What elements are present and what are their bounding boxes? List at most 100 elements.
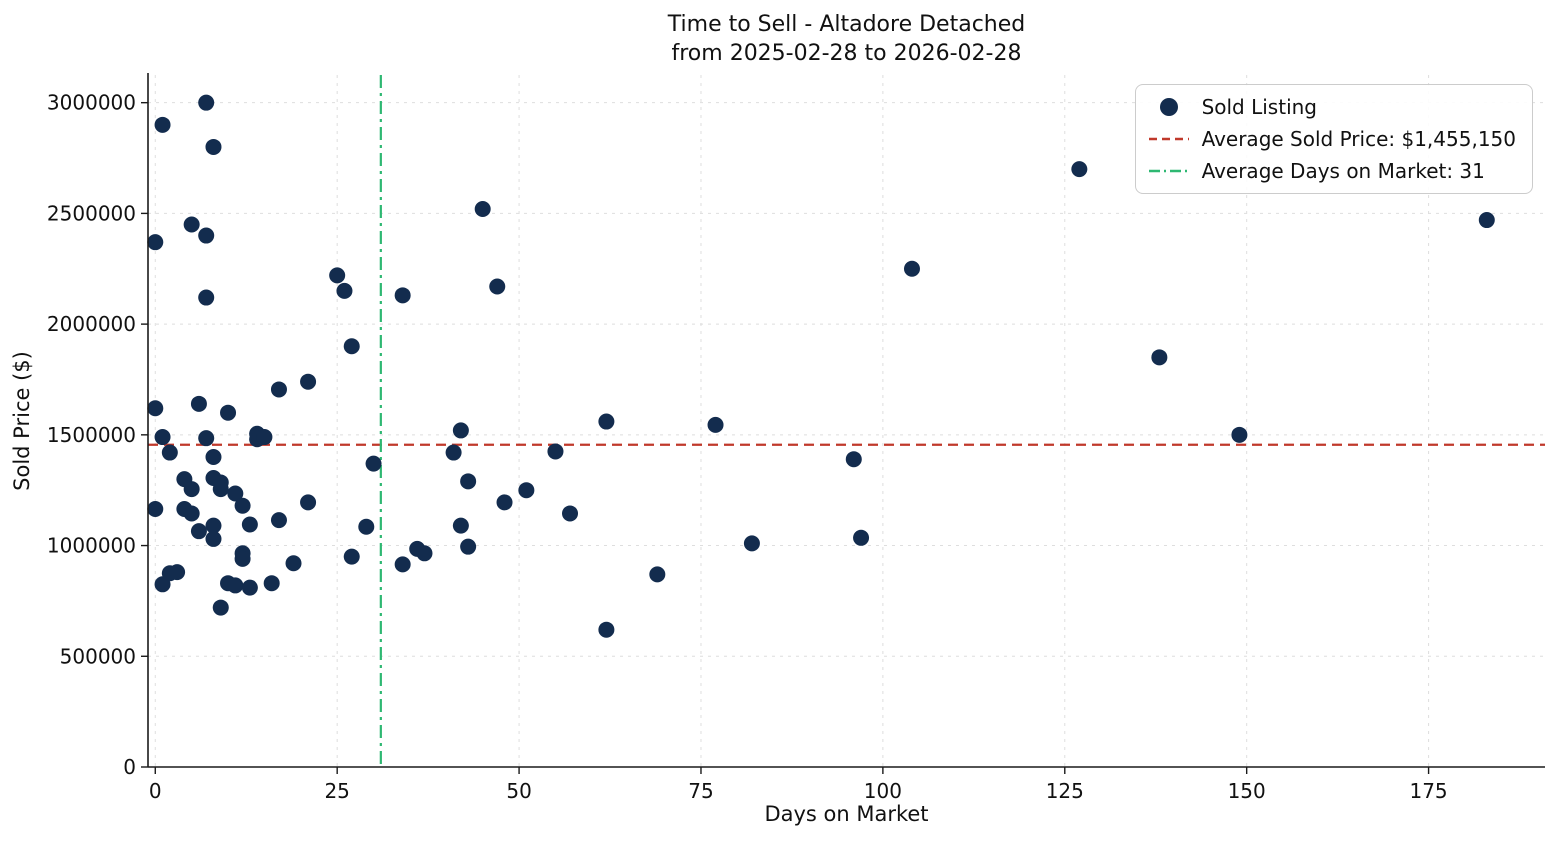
scatter-point xyxy=(220,404,237,421)
scatter-point xyxy=(460,538,477,555)
legend-entry-average-days-on-market: Average Days on Market: 31 xyxy=(1146,159,1516,183)
y-tick-label: 500000 xyxy=(60,644,136,668)
scatter-point xyxy=(198,227,215,244)
scatter-point xyxy=(263,575,280,592)
scatter-point xyxy=(154,429,171,446)
x-tick-label: 175 xyxy=(1409,779,1447,803)
chart-title-line2: from 2025-02-28 to 2026-02-28 xyxy=(671,41,1022,67)
x-axis-label: Days on Market xyxy=(764,802,929,826)
scatter-point xyxy=(190,523,207,540)
scatter-point xyxy=(205,517,222,534)
y-tick-label: 2500000 xyxy=(47,201,136,225)
scatter-point xyxy=(227,485,244,502)
y-axis-label: Sold Price ($) xyxy=(10,351,34,491)
scatter-point xyxy=(845,451,862,468)
chart-title-line1: Time to Sell - Altadore Detached xyxy=(667,12,1026,37)
scatter-point xyxy=(154,116,171,133)
scatter-point xyxy=(358,518,375,535)
scatter-point xyxy=(329,267,346,284)
scatter-point xyxy=(474,200,491,217)
dashdot-line-icon xyxy=(1148,169,1189,173)
scatter-point xyxy=(743,535,760,552)
scatter-point xyxy=(183,481,200,498)
legend-entry-average-sold-price: Average Sold Price: $1,455,150 xyxy=(1146,127,1516,151)
scatter-point xyxy=(394,556,411,573)
scatter-point xyxy=(270,512,287,529)
dashed-line-icon xyxy=(1148,137,1189,141)
scatter-point xyxy=(853,529,870,546)
scatter-point xyxy=(241,579,258,596)
scatter-point xyxy=(649,566,666,583)
x-tick-label: 100 xyxy=(864,779,902,803)
x-tick-label: 125 xyxy=(1046,779,1084,803)
scatter-point xyxy=(234,497,251,514)
scatter-point xyxy=(1478,212,1495,229)
scatter-point xyxy=(496,494,513,511)
scatter-point xyxy=(343,548,360,565)
scatter-point xyxy=(300,373,317,390)
scatter-point xyxy=(460,473,477,490)
scatter-point xyxy=(205,448,222,465)
scatter-point xyxy=(336,282,353,299)
scatter-point xyxy=(147,501,164,518)
scatter-point xyxy=(161,444,178,461)
scatter-point xyxy=(707,416,724,433)
scatter-point xyxy=(169,564,186,581)
scatter-point xyxy=(241,516,258,533)
scatter-point xyxy=(416,545,433,562)
legend-entry-sold-listing: Sold Listing xyxy=(1146,95,1516,119)
scatter-point xyxy=(198,289,215,306)
scatter-point xyxy=(183,505,200,522)
x-tick-label: 0 xyxy=(149,779,162,803)
scatter-point xyxy=(198,430,215,447)
x-tick-label: 150 xyxy=(1228,779,1266,803)
legend-label-sold-listing: Sold Listing xyxy=(1201,95,1317,119)
scatter-point xyxy=(270,381,287,398)
scatter-point xyxy=(518,482,535,499)
scatter-point xyxy=(212,599,229,616)
scatter-point xyxy=(285,555,302,572)
scatter-point xyxy=(205,530,222,547)
y-tick-label: 0 xyxy=(123,755,136,779)
scatter-point xyxy=(394,287,411,304)
scatter-point xyxy=(205,138,222,155)
scatter-point xyxy=(445,444,462,461)
legend-label-average-days-on-market: Average Days on Market: 31 xyxy=(1201,159,1485,183)
legend-label-average-sold-price: Average Sold Price: $1,455,150 xyxy=(1201,127,1516,151)
scatter-point xyxy=(343,338,360,355)
sold-listing-dot-icon xyxy=(1159,98,1178,116)
scatter-point xyxy=(452,422,469,439)
scatter-point xyxy=(365,455,382,472)
y-tick-label: 2000000 xyxy=(47,312,136,336)
x-tick-label: 50 xyxy=(506,779,531,803)
x-tick-label: 75 xyxy=(688,779,713,803)
scatter-point xyxy=(452,517,469,534)
scatter-point xyxy=(147,400,164,417)
scatter-point xyxy=(903,260,920,277)
scatter-point xyxy=(227,577,244,594)
scatter-point xyxy=(300,494,317,511)
scatter-point xyxy=(1151,349,1168,366)
scatter-point xyxy=(256,429,273,446)
x-tick-label: 25 xyxy=(324,779,349,803)
scatter-point xyxy=(212,474,229,491)
scatter-point xyxy=(147,234,164,251)
scatter-point xyxy=(598,621,615,638)
scatter-point xyxy=(190,395,207,412)
y-tick-label: 3000000 xyxy=(47,91,136,115)
scatter-point xyxy=(183,216,200,233)
scatter-point xyxy=(1231,426,1248,443)
scatter-point xyxy=(598,413,615,430)
scatter-point xyxy=(562,505,579,522)
scatter-point xyxy=(234,550,251,567)
scatter-point xyxy=(489,278,506,295)
legend: Sold Listing Average Sold Price: $1,455,… xyxy=(1134,84,1533,194)
chart-title: Time to Sell - Altadore Detached from 20… xyxy=(148,10,1545,68)
y-tick-label: 1500000 xyxy=(47,423,136,447)
scatter-point xyxy=(198,94,215,111)
scatter-point xyxy=(547,443,564,460)
y-tick-label: 1000000 xyxy=(47,534,136,558)
scatter-point xyxy=(1071,161,1088,178)
